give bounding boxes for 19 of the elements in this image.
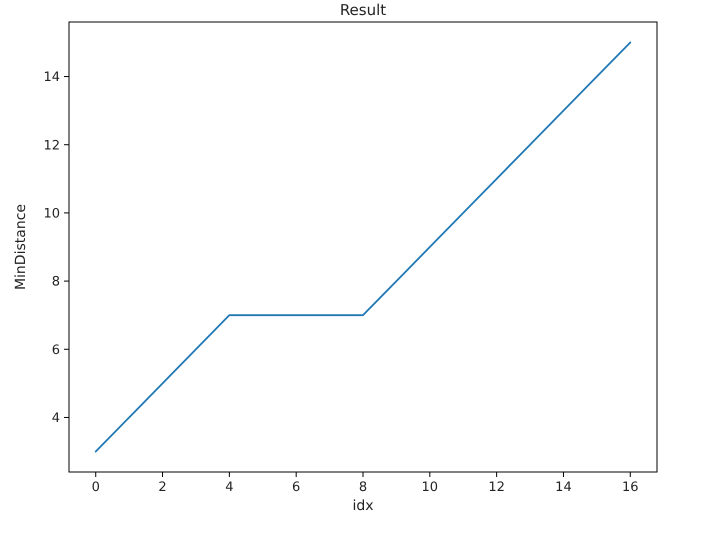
y-tick-label: 10 (43, 206, 60, 222)
x-tick-label: 8 (358, 480, 368, 495)
y-tick-label: 14 (43, 70, 60, 86)
chart-title: Result (340, 1, 386, 19)
x-tick-label: 0 (92, 480, 100, 495)
x-tick-label: 10 (422, 480, 438, 495)
x-tick-label: 12 (488, 480, 505, 495)
x-axis-title: idx (352, 498, 374, 514)
y-tick-label: 6 (52, 342, 60, 358)
x-tick-label: 16 (622, 480, 639, 495)
x-tick-label: 4 (225, 480, 234, 495)
y-tick-label: 4 (52, 411, 60, 426)
line-series (94, 42, 632, 452)
x-tick-label: 6 (292, 480, 300, 495)
x-tick-label: 14 (555, 480, 572, 495)
x-tick-label: 2 (158, 480, 167, 495)
y-tick-label: 8 (52, 274, 60, 290)
y-tick-label: 12 (43, 138, 60, 154)
y-axis-title: MinDistance (13, 204, 29, 290)
